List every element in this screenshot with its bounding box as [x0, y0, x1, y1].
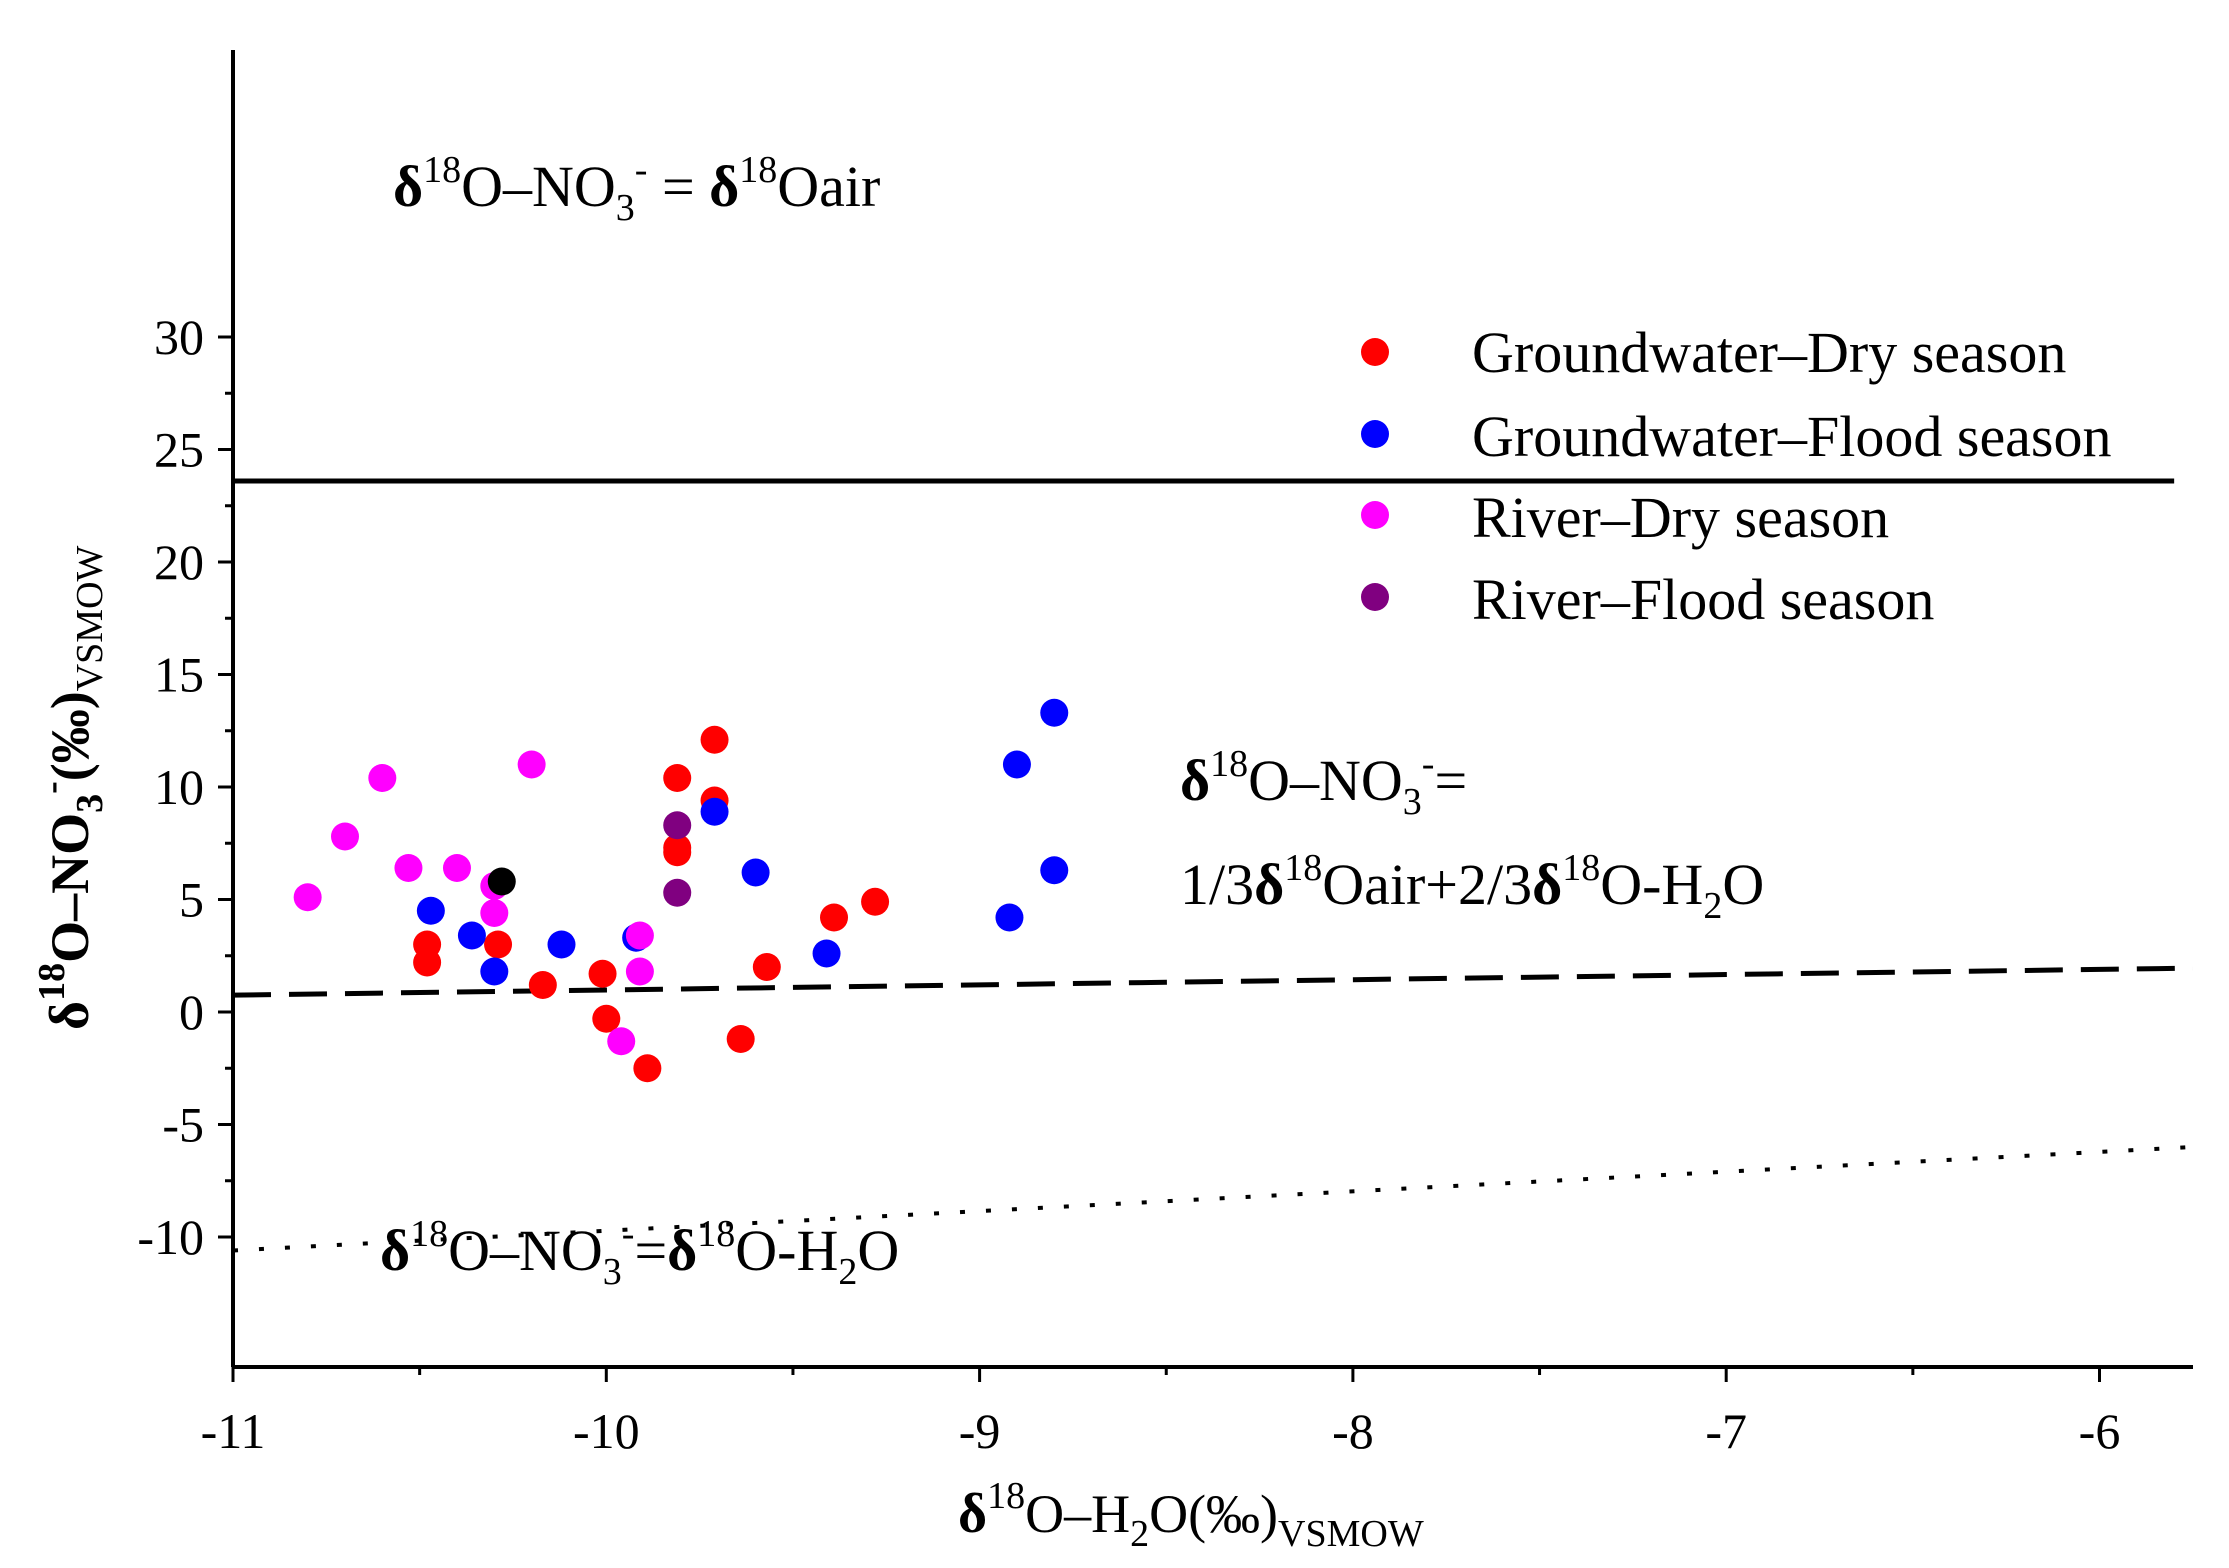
data-point-series-2	[293, 883, 322, 912]
data-point-series-3	[663, 878, 692, 907]
data-point-series-2	[625, 957, 654, 986]
data-point-series-2	[517, 750, 546, 779]
data-point-series-1	[416, 896, 445, 925]
legend-label-gw-dry: Groundwater–Dry season	[1472, 320, 2066, 385]
data-point-series-0	[700, 725, 729, 754]
y-tick-label: 20	[154, 534, 204, 590]
data-point-series-1	[457, 921, 486, 950]
data-point-series-1	[1002, 750, 1031, 779]
y-tick-label: -10	[137, 1209, 204, 1265]
y-tick-label: 15	[154, 647, 204, 703]
x-tick-label: -11	[201, 1403, 266, 1459]
legend: Groundwater–Dry season Groundwater–Flood…	[1361, 320, 2112, 632]
y-tick-label: 10	[154, 759, 204, 815]
data-point-series-0	[820, 903, 849, 932]
legend-marker-river-dry	[1361, 501, 1389, 529]
x-tick-label: -8	[1332, 1403, 1374, 1459]
data-point-series-0	[484, 930, 513, 959]
data-point-series-0	[592, 1004, 621, 1033]
legend-label-river-flood: River–Flood season	[1472, 567, 1934, 632]
axes	[231, 50, 2193, 1369]
mixing-line-label-row2: 1/3δ18Oair+2/3δ18O-H2O	[1180, 847, 1764, 927]
data-point-series-1	[995, 903, 1024, 932]
data-point-series-0	[752, 953, 781, 981]
data-point-series-2	[394, 854, 423, 882]
data-point-series-1	[700, 797, 729, 826]
data-point-series-0	[528, 971, 557, 999]
legend-marker-gw-dry	[1361, 338, 1389, 366]
water-line-label: δ18O–NO3-=δ18O-H2O	[380, 1213, 899, 1293]
data-point-series-2	[480, 899, 509, 927]
x-ticks: -11 -10 -9 -8 -7 -6	[201, 1367, 2121, 1459]
data-point-series-2	[625, 921, 654, 950]
data-point-series-3	[663, 811, 692, 840]
data-point-series-0	[663, 764, 692, 792]
data-point-series-1	[547, 930, 576, 959]
data-point-series-1	[812, 939, 841, 968]
data-point-series-0	[663, 838, 692, 867]
data-point-series-2	[442, 854, 471, 882]
y-tick-label: 30	[154, 309, 204, 365]
data-point-series-2	[368, 764, 397, 792]
data-point-series-1	[1040, 698, 1069, 727]
y-tick-label: -5	[162, 1097, 204, 1153]
data-point-series-0	[726, 1025, 755, 1053]
y-tick-label: 5	[179, 872, 204, 928]
y-tick-label: 25	[154, 422, 204, 478]
mixing-line-label-row1: δ18O–NO3-=	[1180, 743, 1467, 823]
data-point-extra	[487, 867, 516, 896]
x-tick-label: -7	[1705, 1403, 1747, 1459]
legend-label-river-dry: River–Dry season	[1472, 485, 1889, 550]
air-line-label: δ18O–NO3- = δ18Oair	[393, 149, 880, 229]
legend-marker-gw-flood	[1361, 420, 1389, 448]
y-tick-label: 0	[179, 984, 204, 1040]
data-points	[293, 698, 1069, 1083]
data-point-series-1	[741, 858, 770, 887]
x-tick-label: -6	[2079, 1403, 2121, 1459]
data-point-series-2	[607, 1027, 636, 1056]
y-ticks: -10 -5 0 5 10 15 20 25 30	[137, 309, 233, 1265]
data-point-series-1	[1040, 856, 1069, 885]
reference-lines	[232, 478, 2193, 1253]
data-point-series-0	[588, 959, 617, 988]
data-point-series-0	[861, 887, 890, 916]
legend-marker-river-flood	[1361, 583, 1389, 611]
mixing-line	[232, 965, 2193, 998]
y-axis-title: δ18O–NO3-(‰)VSMOW	[31, 545, 111, 1030]
data-point-series-0	[413, 948, 442, 977]
legend-label-gw-flood: Groundwater–Flood season	[1472, 404, 2112, 469]
data-point-series-0	[633, 1054, 662, 1083]
data-point-series-2	[330, 822, 359, 851]
x-tick-label: -10	[573, 1403, 640, 1459]
x-axis-title: δ18O–H2O(‰)VSMOW	[958, 1475, 1424, 1555]
data-point-series-1	[480, 957, 509, 986]
x-tick-label: -9	[959, 1403, 1001, 1459]
